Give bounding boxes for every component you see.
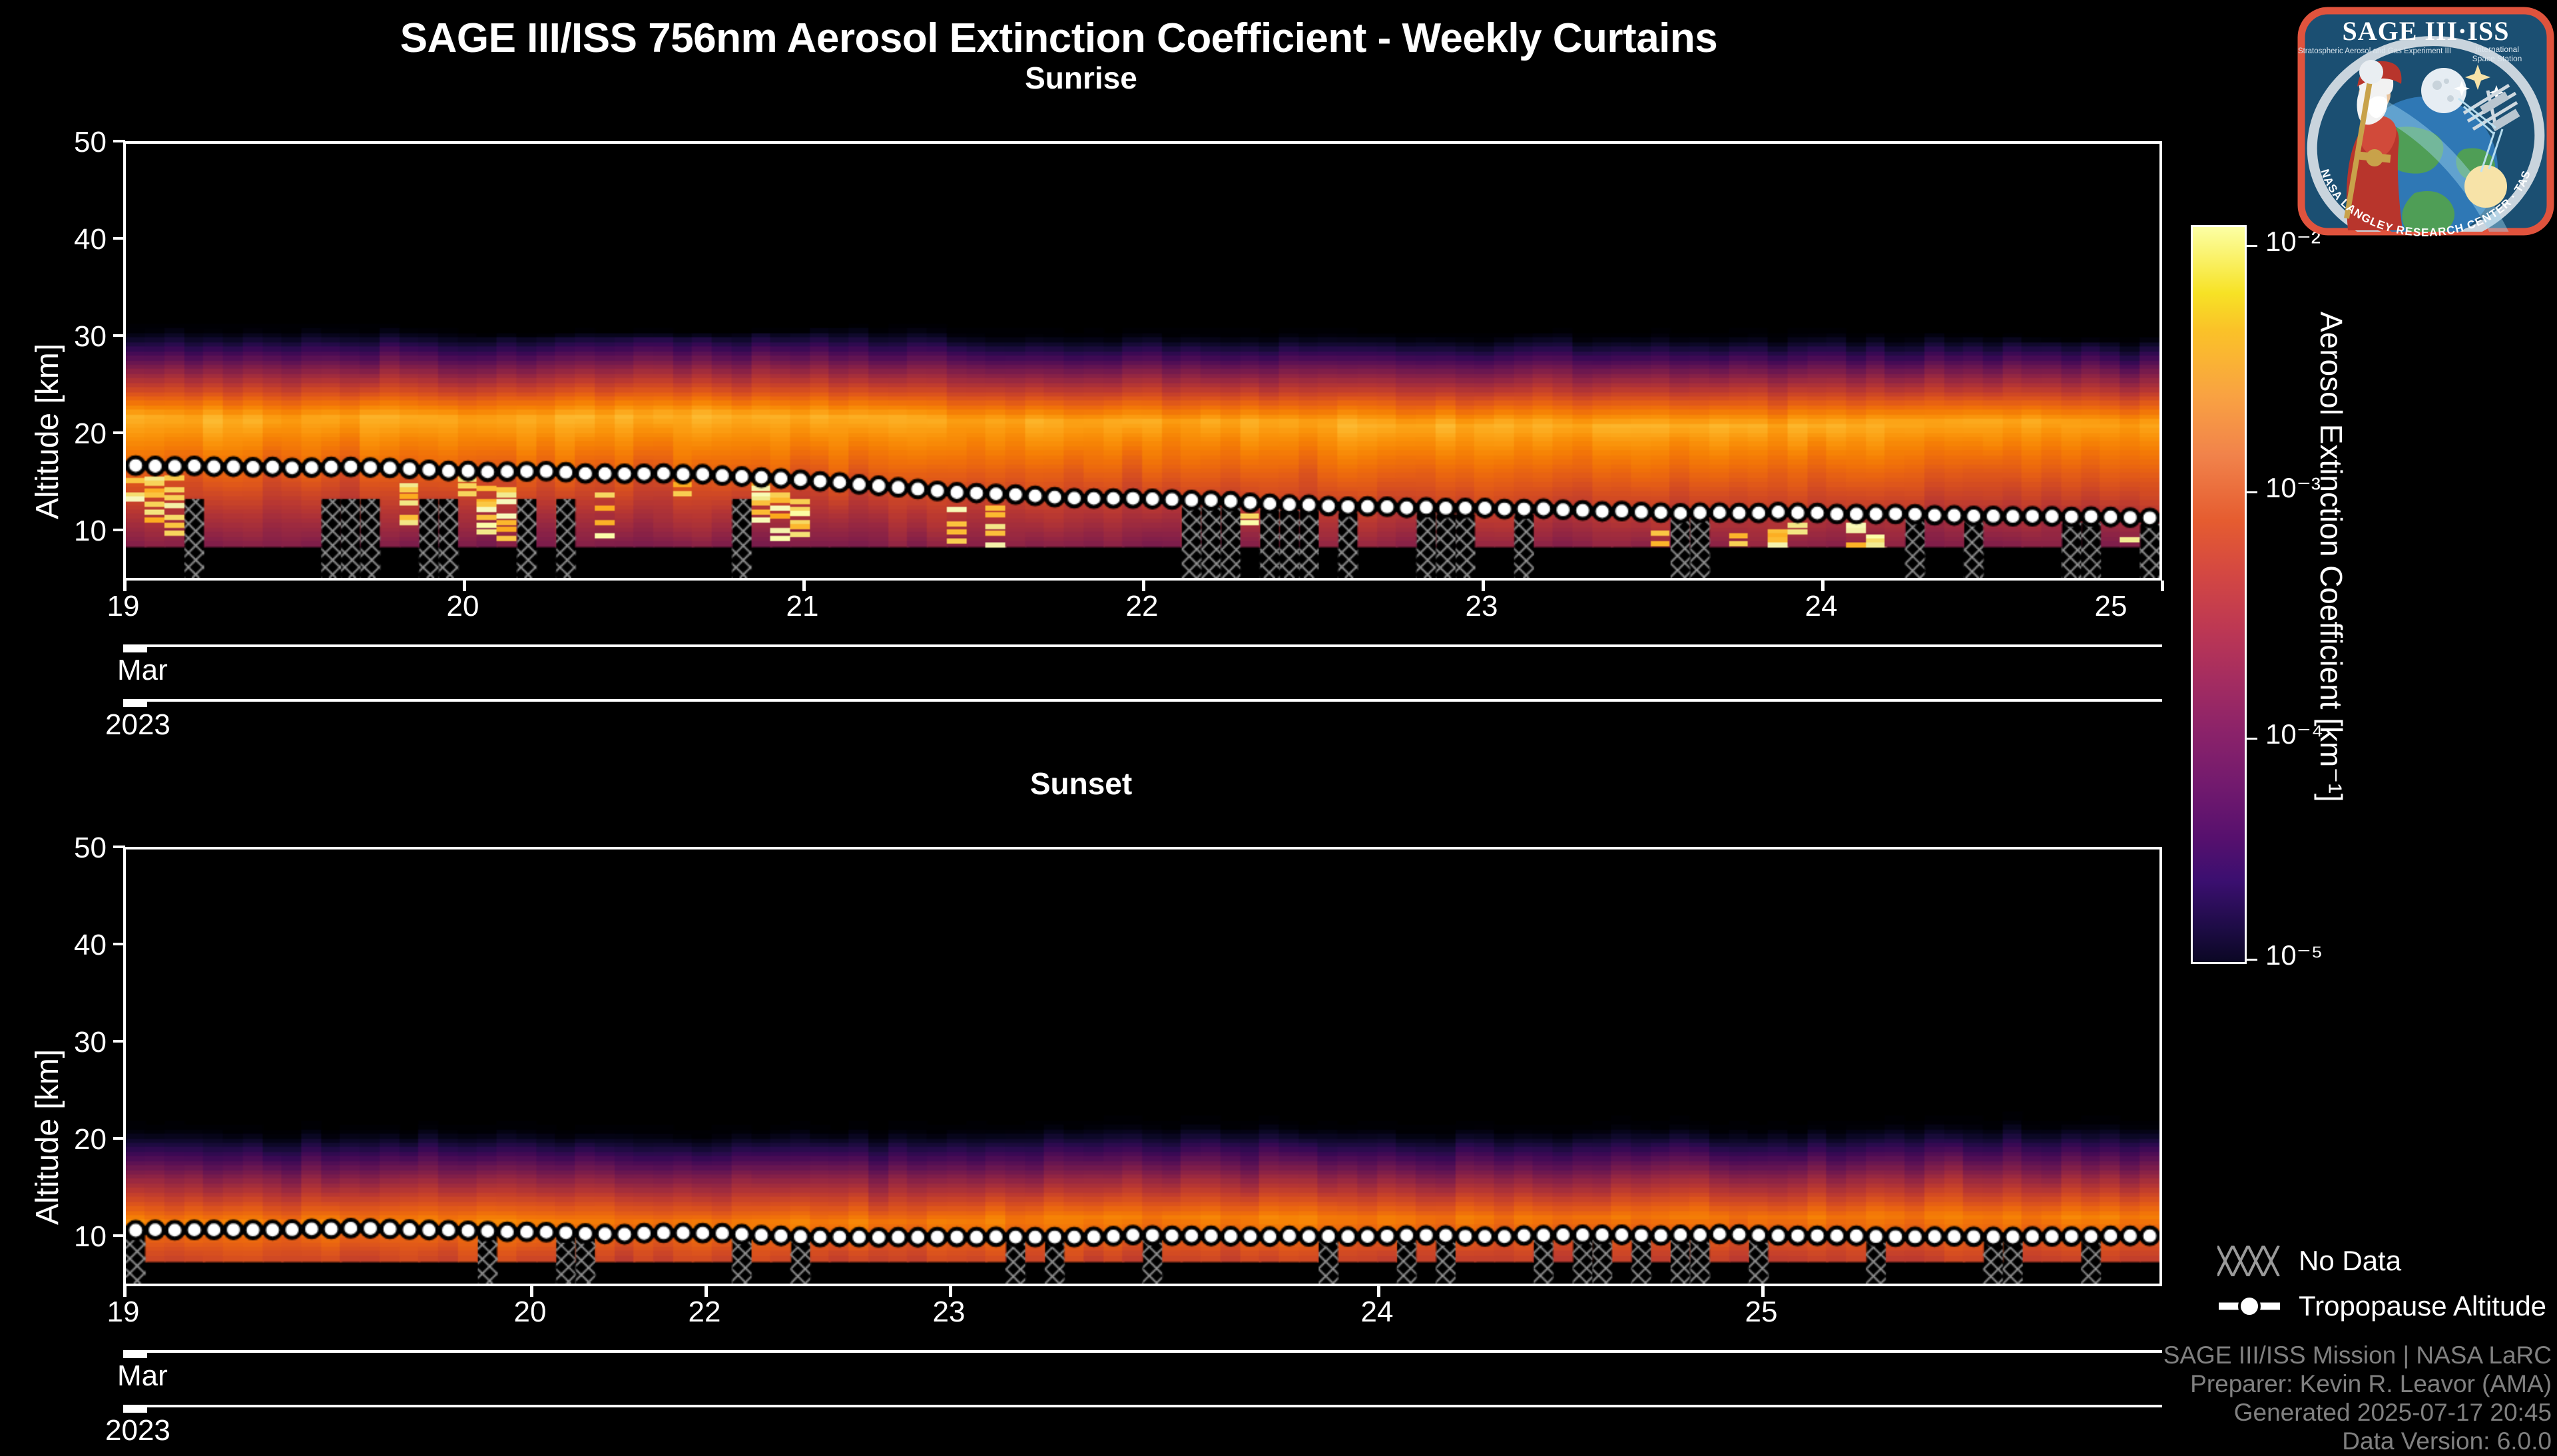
no-data-hatch-icon	[2216, 1245, 2281, 1277]
heatmap-sunrise[interactable]	[123, 141, 2162, 581]
year-rail-sunset	[123, 1405, 2162, 1407]
x-tick-mark-ss-2	[705, 1286, 708, 1297]
legend-label-no-data: No Data	[2299, 1245, 2402, 1276]
panel-title-sunset: Sunset	[1029, 766, 1133, 801]
x-tick-sr-25: 25	[2094, 590, 2128, 622]
y-tick-mark-20-sunrise	[113, 431, 125, 434]
x-tick-ss-20: 20	[513, 1296, 547, 1328]
y-tick-mark-10-sunset	[113, 1234, 125, 1237]
x-tick-mark-ss-0	[123, 1286, 127, 1297]
colorbar-ticklabel-2: 10⁻³	[2265, 472, 2321, 503]
colorbar-tick-2	[2247, 491, 2257, 493]
colorbar-ticklabel-3: 10⁻⁴	[2265, 718, 2323, 750]
y-tick-20-sunrise: 20	[74, 417, 107, 450]
x-tick-mark-sr-1	[463, 581, 466, 591]
x-tick-mark-sr-5	[1821, 581, 1825, 591]
colorbar-gradient	[2191, 225, 2247, 964]
credit-line-1: SAGE III/ISS Mission | NASA LaRC	[2163, 1341, 2552, 1369]
tropopause-marker-icon	[2217, 1291, 2281, 1322]
legend-item-tropopause[interactable]: Tropopause Altitude	[2217, 1290, 2546, 1322]
colorbar-axis-label: Aerosol Extinction Coefficient [km⁻¹]	[2314, 312, 2349, 802]
y-tick-mark-10-sunrise	[113, 529, 125, 531]
colorbar-tick-4	[2247, 959, 2257, 961]
credit-line-2: Preparer: Kevin R. Leavor (AMA)	[2190, 1369, 2552, 1397]
year-label-sunset: 2023	[105, 1414, 170, 1447]
x-tick-sr-19: 19	[107, 590, 140, 622]
panel-title-sunrise: Sunrise	[1025, 61, 1137, 95]
svg-text:Space Station: Space Station	[2472, 54, 2522, 63]
y-tick-mark-40-sunset	[113, 943, 125, 945]
y-tick-mark-30-sunrise	[113, 334, 125, 337]
x-tick-ss-19: 19	[107, 1296, 140, 1328]
x-tick-sr-20: 20	[446, 590, 479, 622]
y-tick-20-sunset: 20	[74, 1123, 107, 1156]
panel-sunrise: Sunrise Altitude [km] 50 40 30 20 10 19 …	[0, 60, 2171, 741]
y-tick-50-sunrise: 50	[74, 126, 107, 158]
x-tick-ss-22: 22	[688, 1296, 721, 1328]
x-tick-sr-24: 24	[1805, 590, 1838, 622]
svg-text:International: International	[2475, 45, 2519, 54]
heatmap-canvas-sunrise	[126, 144, 2159, 578]
x-tick-mark-sr-0	[123, 581, 127, 591]
x-tick-mark-ss-1	[530, 1286, 533, 1297]
y-tick-mark-20-sunset	[113, 1137, 125, 1140]
svg-text:SAGE III·ISS: SAGE III·ISS	[2342, 16, 2509, 46]
x-tick-mark-ss-4	[1377, 1286, 1380, 1297]
y-tick-30-sunset: 30	[74, 1026, 107, 1059]
y-tick-mark-50-sunrise	[113, 140, 125, 142]
month-rail-sunrise	[123, 644, 2162, 647]
colorbar-ticklabel-1: 10⁻²	[2265, 226, 2321, 257]
heatmap-canvas-sunset	[126, 849, 2159, 1284]
y-tick-mark-30-sunset	[113, 1040, 125, 1043]
year-rail-nub-sunrise	[123, 699, 147, 707]
x-tick-ss-23: 23	[932, 1296, 966, 1328]
x-tick-ss-24: 24	[1360, 1296, 1394, 1328]
page-title: SAGE III/ISS 756nm Aerosol Extinction Co…	[400, 15, 1718, 61]
svg-text:Stratospheric Aerosol and Gas: Stratospheric Aerosol and Gas Experiment…	[2298, 47, 2451, 55]
y-tick-mark-50-sunset	[113, 846, 125, 848]
month-label-sunrise: Mar	[117, 654, 168, 686]
x-tick-mark-sr-6	[2161, 581, 2164, 591]
heatmap-sunset[interactable]	[123, 847, 2162, 1286]
x-tick-mark-sr-4	[1482, 581, 1485, 591]
colorbar-tick-1	[2247, 245, 2257, 247]
y-tick-40-sunrise: 40	[74, 223, 107, 256]
y-tick-10-sunrise: 10	[74, 515, 107, 547]
x-tick-mark-sr-2	[802, 581, 806, 591]
legend-item-no-data[interactable]: No Data	[2216, 1245, 2402, 1277]
year-label-sunrise: 2023	[105, 708, 170, 741]
credit-line-4: Data Version: 6.0.0	[2342, 1427, 2552, 1455]
x-tick-mark-sr-3	[1142, 581, 1145, 591]
colorbar[interactable]: 10⁻² 10⁻³ 10⁻⁴ 10⁻⁵ Aerosol Extinction C…	[2191, 186, 2391, 1172]
y-tick-30-sunrise: 30	[74, 320, 107, 353]
x-tick-sr-21: 21	[786, 590, 819, 622]
colorbar-tick-3	[2247, 738, 2257, 740]
y-tick-10-sunset: 10	[74, 1220, 107, 1253]
year-rail-nub-sunset	[123, 1405, 147, 1413]
credit-line-3: Generated 2025-07-17 20:45	[2233, 1398, 2552, 1426]
year-rail-sunrise	[123, 699, 2162, 702]
credits: SAGE III/ISS Mission | NASA LaRC Prepare…	[2072, 1341, 2552, 1456]
month-rail-nub-sunset	[123, 1350, 147, 1358]
x-tick-sr-23: 23	[1465, 590, 1498, 622]
month-rail-nub-sunrise	[123, 644, 147, 652]
x-tick-mark-ss-5	[1761, 1286, 1765, 1297]
legend: No Data Tropopause Altitude	[2216, 1245, 2557, 1332]
panel-sunset: Sunset Altitude [km] 50 40 30 20 10 19 2…	[0, 766, 2171, 1447]
y-tick-50-sunset: 50	[74, 832, 107, 864]
x-tick-ss-25: 25	[1745, 1296, 1778, 1328]
x-tick-sr-22: 22	[1125, 590, 1159, 622]
month-rail-sunset	[123, 1350, 2162, 1353]
y-tick-mark-40-sunrise	[113, 237, 125, 240]
y-tick-40-sunset: 40	[74, 929, 107, 961]
month-label-sunset: Mar	[117, 1359, 168, 1392]
colorbar-ticklabel-4: 10⁻⁵	[2265, 939, 2323, 971]
x-tick-mark-ss-3	[949, 1286, 952, 1297]
legend-label-tropopause: Tropopause Altitude	[2299, 1290, 2547, 1322]
sage-iii-iss-mission-patch-logo: SAGE III·ISS Stratospheric Aerosol and G…	[2291, 0, 2556, 252]
